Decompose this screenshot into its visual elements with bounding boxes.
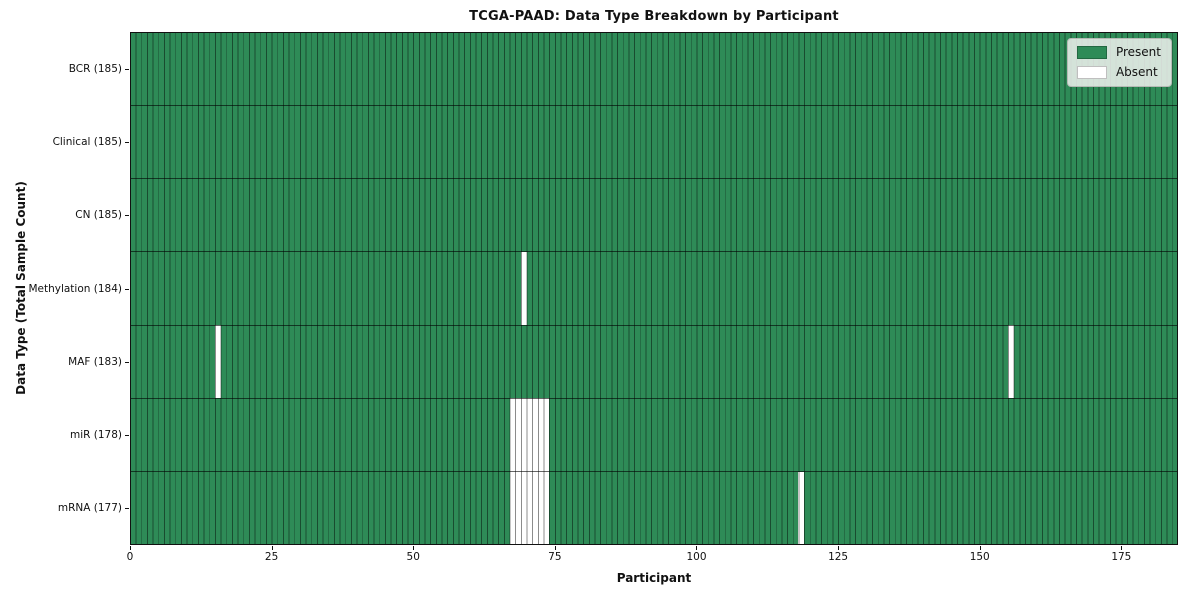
x-tick-label: 75 <box>548 551 562 563</box>
absent-cell <box>509 398 550 472</box>
row-separator <box>130 397 1178 399</box>
y-tick-mark <box>125 288 129 290</box>
legend-label-present: Present <box>1115 45 1161 59</box>
row-separator <box>130 251 1178 253</box>
x-tick-mark <box>979 546 981 550</box>
present-swatch-icon <box>1076 46 1107 59</box>
x-axis-label: Participant <box>616 571 692 585</box>
absent-cell <box>214 325 221 399</box>
absent-cell <box>520 251 527 326</box>
legend-label-absent: Absent <box>1115 65 1158 79</box>
x-tick-label: 0 <box>126 551 134 563</box>
y-tick-mark <box>125 361 129 363</box>
y-tick-mark <box>125 215 129 217</box>
row-separator <box>130 104 1178 106</box>
absent-cell <box>1008 325 1014 399</box>
absent-cells-layer <box>130 32 1178 545</box>
bar-edges-layer <box>130 32 1178 545</box>
plot-area: Present Absent <box>130 32 1178 545</box>
y-tick-mark <box>125 68 129 70</box>
absent-swatch-icon <box>1076 66 1107 79</box>
present-background-layer <box>130 32 1178 545</box>
row-separator <box>130 471 1178 473</box>
x-tick-mark <box>271 546 273 550</box>
x-tick-mark <box>413 546 415 550</box>
x-tick-mark <box>696 546 698 550</box>
row-separators-layer <box>130 32 1178 545</box>
y-tick-mark <box>125 435 129 437</box>
x-tick-mark <box>130 546 131 550</box>
chart-title: TCGA-PAAD: Data Type Breakdown by Partic… <box>469 9 839 24</box>
absent-cell <box>509 471 550 545</box>
legend-item-present: Present <box>1076 45 1161 59</box>
legend: Present Absent <box>1066 38 1172 87</box>
x-tick-label: 50 <box>406 551 420 563</box>
x-tick-label: 150 <box>969 551 990 563</box>
x-tick-label: 125 <box>828 551 849 563</box>
x-tick-mark <box>554 546 556 550</box>
x-tick-label: 175 <box>1111 551 1132 563</box>
row-separator <box>130 324 1178 326</box>
row-separator <box>130 178 1178 180</box>
y-tick-label: Clinical (185) <box>52 135 122 148</box>
x-tick-label: 25 <box>264 551 279 563</box>
y-axis-label: Data Type (Total Sample Count) <box>14 181 28 395</box>
y-tick-mark <box>125 508 129 510</box>
legend-item-absent: Absent <box>1076 65 1161 79</box>
x-tick-mark <box>838 546 840 550</box>
x-tick-label: 100 <box>686 551 707 563</box>
y-tick-label: miR (178) <box>69 429 122 442</box>
y-tick-label: BCR (185) <box>68 62 122 75</box>
y-tick-mark <box>125 141 129 143</box>
y-tick-label: mRNA (177) <box>57 502 122 515</box>
x-tick-mark <box>1121 546 1123 550</box>
absent-cell <box>798 471 805 545</box>
